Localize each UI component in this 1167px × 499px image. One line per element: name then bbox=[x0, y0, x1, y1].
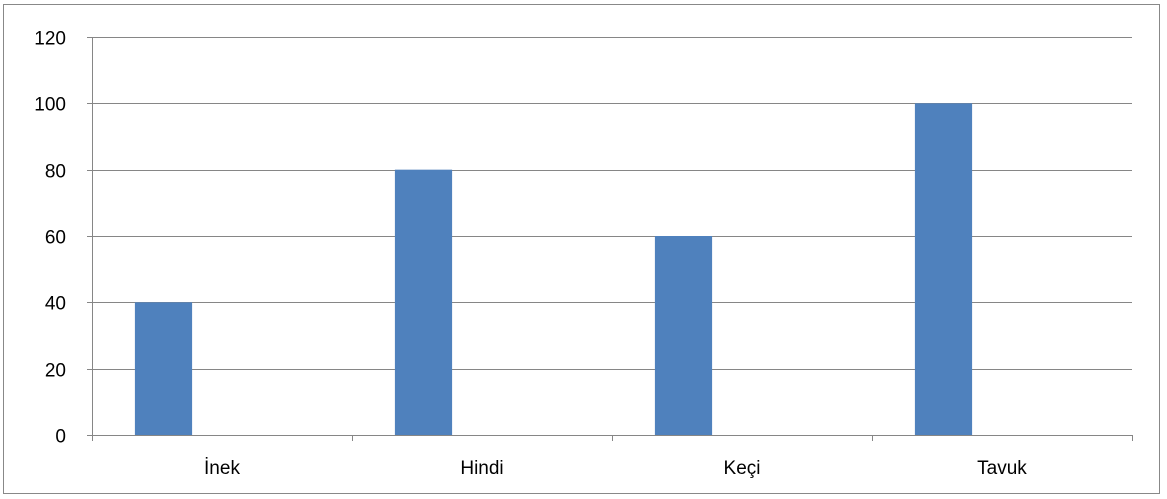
y-tick-label: 100 bbox=[34, 95, 66, 116]
y-axis-ticks: 0 20 40 60 80 100 120 bbox=[34, 29, 66, 448]
bars bbox=[134, 103, 973, 435]
y-tick-label: 80 bbox=[45, 162, 66, 183]
bar-2 bbox=[394, 169, 453, 435]
y-tick-label: 40 bbox=[45, 294, 66, 315]
x-tick-label: Tavuk bbox=[977, 458, 1027, 479]
y-tick-label: 120 bbox=[34, 29, 66, 50]
x-tick-label: Keçi bbox=[724, 458, 761, 479]
bar-3 bbox=[654, 236, 713, 435]
y-tick-label: 0 bbox=[55, 427, 66, 448]
y-tick-label: 20 bbox=[45, 361, 66, 382]
axes bbox=[87, 37, 1133, 441]
x-tick-label: İnek bbox=[204, 458, 240, 479]
bar-1 bbox=[134, 302, 193, 435]
x-tick-label: Hindi bbox=[460, 458, 503, 479]
gridlines bbox=[92, 37, 1132, 370]
y-tick-label: 60 bbox=[45, 228, 66, 249]
x-axis-ticks: İnek Hindi Keçi Tavuk bbox=[204, 458, 1027, 479]
bar-4 bbox=[914, 103, 973, 435]
